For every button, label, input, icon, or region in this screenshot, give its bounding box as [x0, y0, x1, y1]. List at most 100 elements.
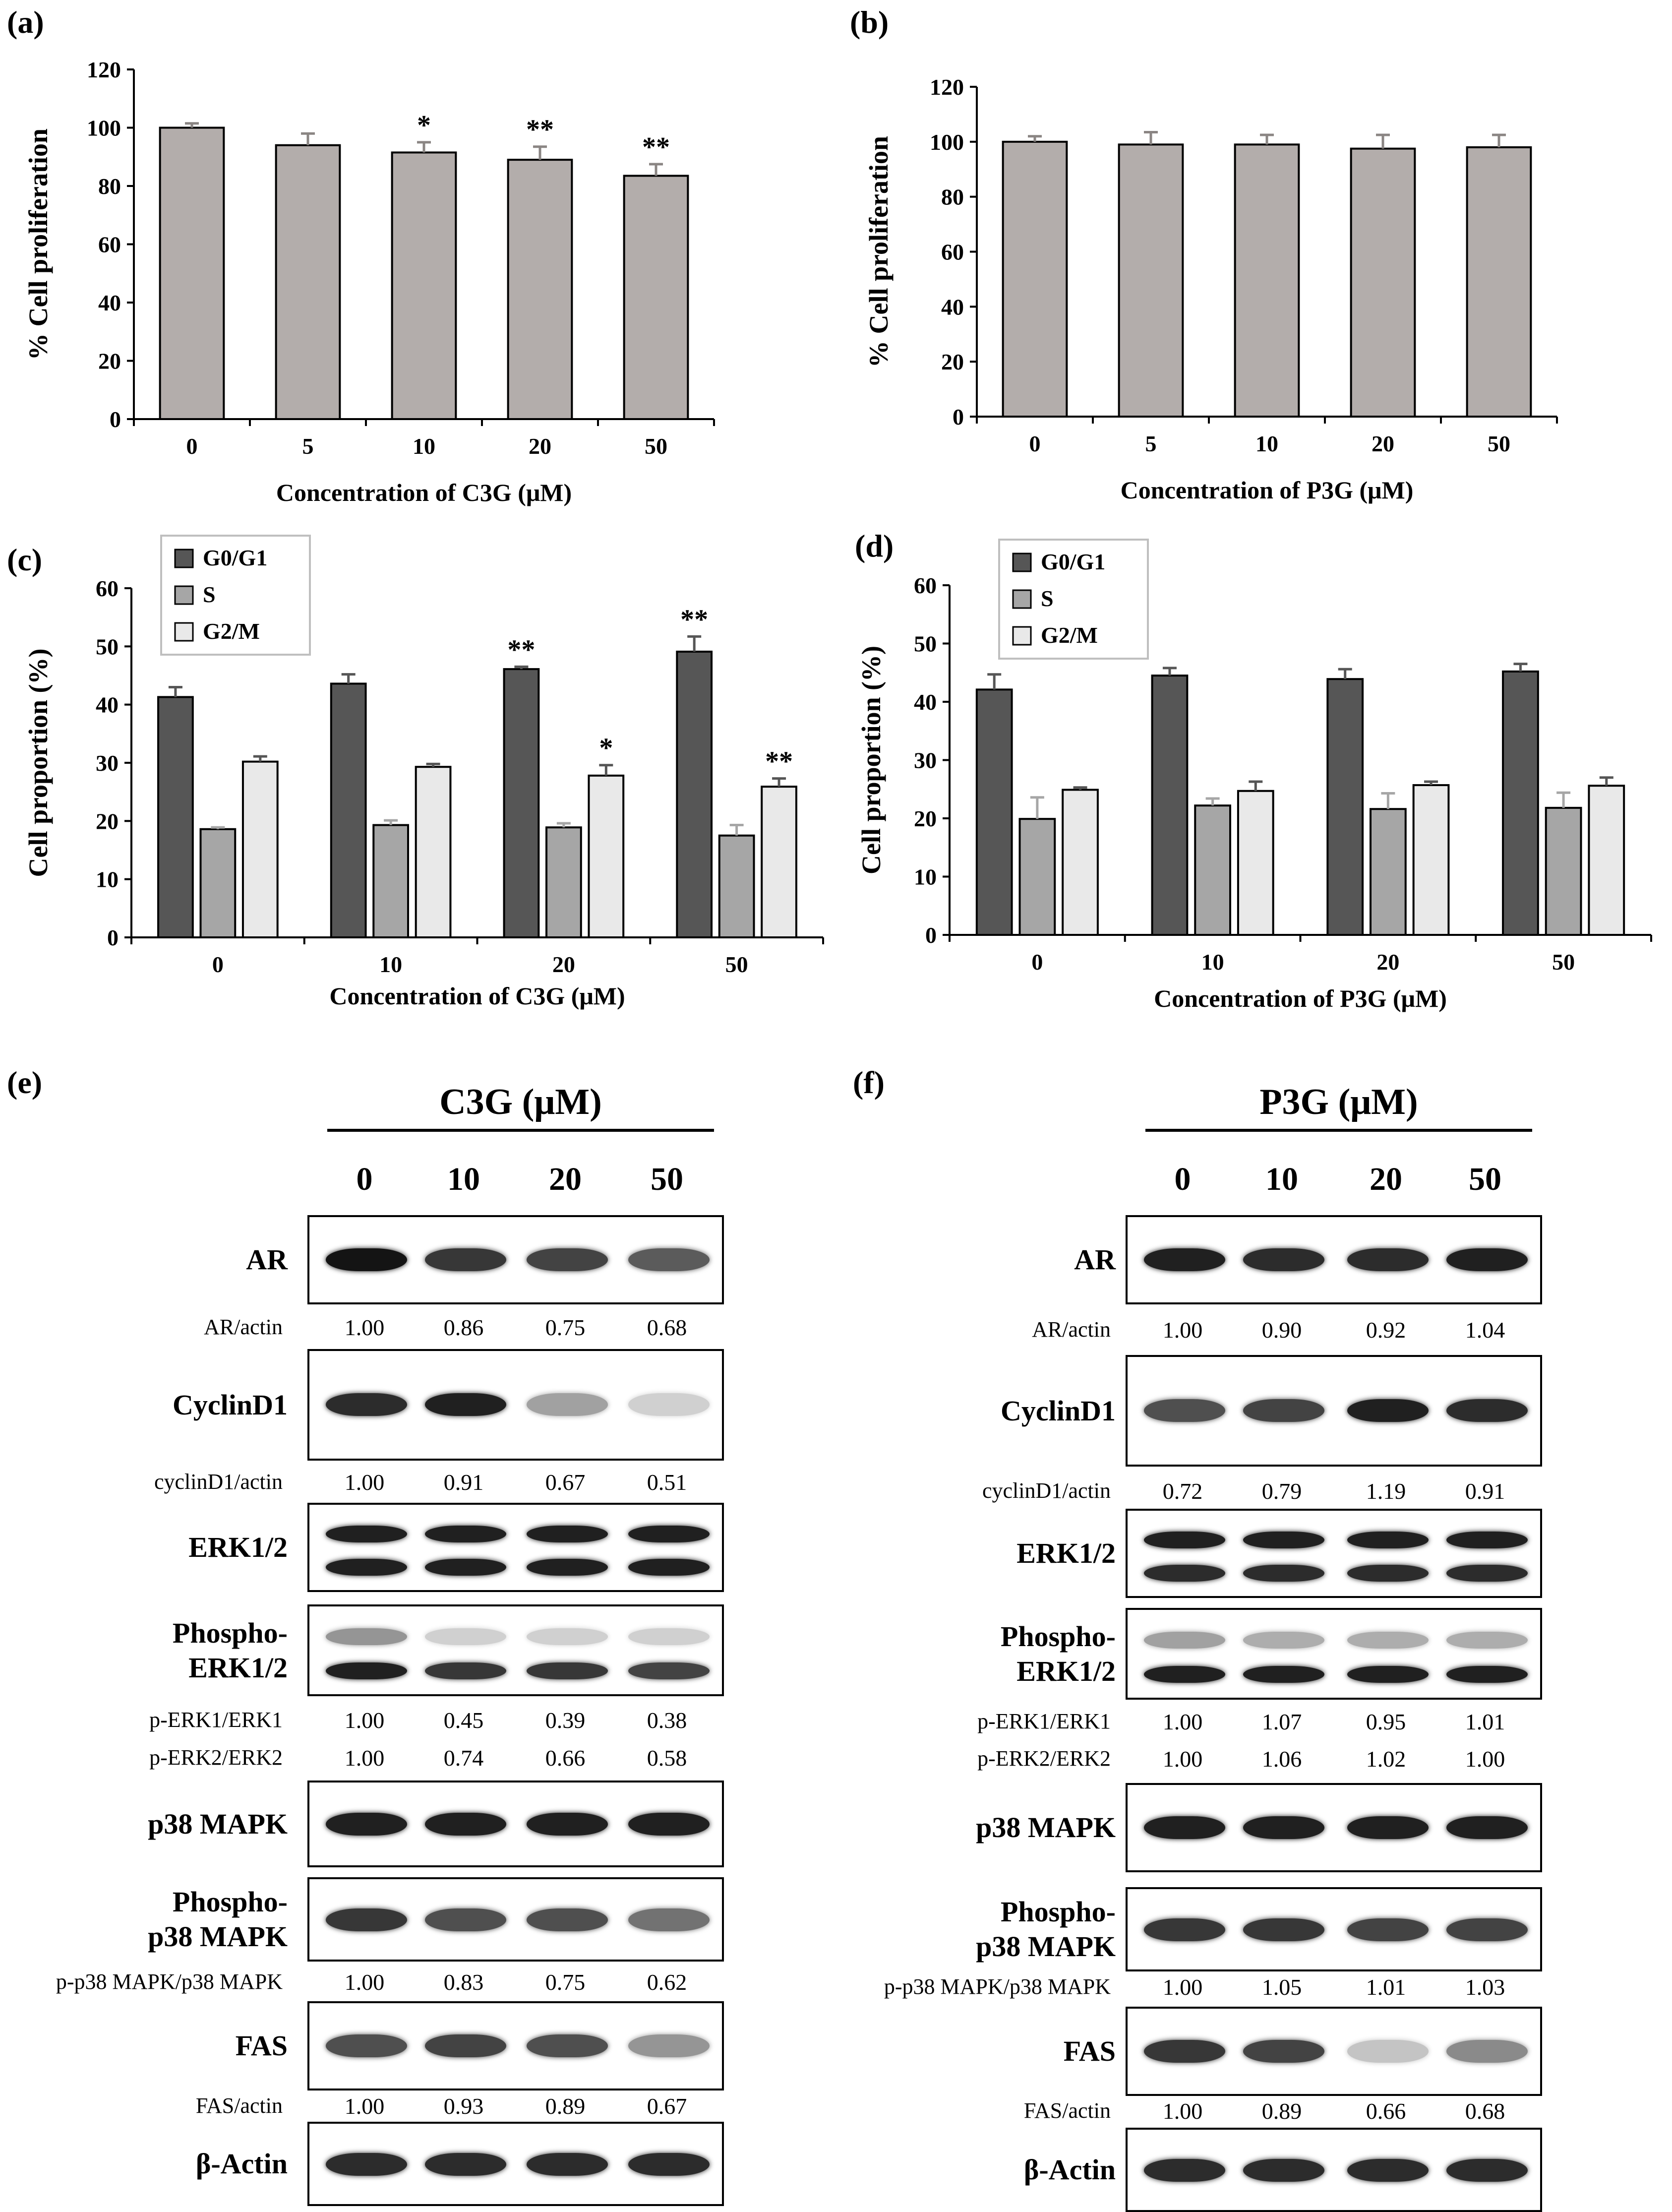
band	[425, 1908, 506, 1931]
band	[1446, 1399, 1528, 1422]
protein-label-ar: AR	[1074, 1243, 1116, 1276]
lane-label: 20	[549, 1161, 582, 1197]
ratio-value: 0.68	[647, 1315, 687, 1340]
band	[1243, 1399, 1324, 1422]
ratio-value: 0.93	[443, 2093, 484, 2119]
y-tick-label: 20	[914, 806, 937, 831]
ratio-value: 1.00	[1465, 1746, 1505, 1772]
ratio-value: 0.38	[647, 1708, 687, 1733]
legend-swatch	[174, 622, 194, 642]
western-blot-f: P3G (μM) 0 10 20 50 AR AR/actin 1.00 0.90 0.92 1.0…	[838, 1081, 1672, 2212]
blot-cyclind1	[1126, 1355, 1542, 1467]
x-tick-label: 50	[725, 952, 748, 977]
ratio-value: 1.00	[1162, 1746, 1203, 1772]
y-tick-label: 0	[925, 922, 937, 948]
ratio-value: 1.04	[1465, 1317, 1505, 1343]
band	[326, 2034, 407, 2058]
legend-label: G0/G1	[203, 545, 267, 570]
ratio-value: 1.02	[1366, 1746, 1406, 1772]
protein-label-perk: Phospho- ERK1/2	[1000, 1620, 1116, 1687]
band	[628, 1908, 710, 1931]
ratio-label-fas: FAS/actin	[195, 2093, 283, 2118]
significance-marker: **	[507, 634, 535, 665]
legend-swatch	[1012, 626, 1032, 646]
band	[1243, 1632, 1324, 1649]
bar	[1237, 790, 1274, 936]
panel-label-e: (e)	[7, 1065, 43, 1100]
bar	[199, 828, 237, 939]
band	[425, 1559, 506, 1576]
ratio-value: 0.89	[1261, 2098, 1302, 2124]
y-axis-label: % Cell proliferation	[23, 128, 53, 360]
bar	[588, 774, 625, 938]
band	[1446, 2158, 1528, 2182]
band	[326, 2152, 407, 2176]
ratio-value: 0.79	[1261, 1478, 1302, 1504]
y-axis-label: Cell proportion (%)	[23, 649, 53, 877]
band	[326, 1662, 407, 1679]
blot-pp38	[307, 1877, 724, 1962]
ratio-value: 0.66	[545, 1745, 586, 1771]
ratio-value: 0.45	[443, 1708, 484, 1733]
y-tick-label: 100	[87, 116, 121, 141]
band	[628, 1662, 710, 1679]
figure: (a) (b) (c) (d) (e) (f) 0 20 40 60 80 100 120%…	[7, 4, 1672, 2212]
x-tick-label: 50	[1488, 431, 1510, 456]
ratio-value: 0.62	[647, 1969, 687, 1995]
band	[1347, 1816, 1429, 1840]
lane-label: 0	[356, 1161, 373, 1197]
ratio-value: 1.00	[344, 1315, 385, 1340]
band	[1243, 1532, 1324, 1549]
band	[1446, 1816, 1528, 1840]
blot-actin	[1126, 2128, 1542, 2212]
protein-label-fas: FAS	[235, 2029, 288, 2062]
ratio-value: 0.95	[1366, 1709, 1406, 1734]
band	[1347, 2040, 1429, 2063]
bar	[676, 650, 713, 939]
band	[1347, 1565, 1429, 1582]
bar	[1118, 143, 1184, 418]
ratio-value: 1.00	[344, 2093, 385, 2119]
blot-header-underline	[327, 1129, 714, 1132]
blot-erk	[1126, 1509, 1542, 1598]
band	[425, 2152, 506, 2176]
ratio-value: 1.00	[1162, 1709, 1203, 1734]
blot-header: P3G (μM)	[1259, 1082, 1418, 1122]
ratio-label-ar: AR/actin	[1032, 1317, 1111, 1342]
protein-label-p38: p38 MAPK	[976, 1811, 1116, 1843]
significance-marker: *	[599, 733, 613, 764]
y-tick-label: 20	[96, 808, 119, 834]
ratio-label-perk1: p-ERK1/ERK1	[977, 1709, 1111, 1733]
band	[1347, 1248, 1429, 1272]
ratio-value: 1.00	[344, 1745, 385, 1771]
band	[1347, 1665, 1429, 1683]
significance-marker: *	[417, 110, 431, 141]
band	[326, 1628, 407, 1646]
bar	[391, 151, 457, 420]
bar	[1002, 140, 1068, 418]
band	[1243, 2040, 1324, 2063]
band	[1446, 1918, 1528, 1941]
bar	[1194, 804, 1231, 936]
band	[1446, 1632, 1528, 1649]
y-axis-label: % Cell proliferation	[864, 136, 894, 368]
band	[1446, 2040, 1528, 2063]
y-tick-label: 40	[96, 692, 119, 718]
band	[628, 1248, 710, 1272]
band	[527, 1813, 608, 1836]
band	[1144, 1816, 1225, 1840]
blot-fas	[1126, 2007, 1542, 2096]
ratio-value: 1.06	[1261, 1746, 1302, 1772]
y-tick-label: 80	[98, 174, 121, 199]
ratio-value: 1.05	[1261, 1974, 1302, 2000]
band	[1243, 1248, 1324, 1272]
band	[1144, 2040, 1225, 2063]
band	[628, 2152, 710, 2176]
bar	[1151, 675, 1189, 936]
y-tick-label: 40	[98, 290, 121, 315]
band	[527, 1248, 608, 1272]
ratio-value: 0.83	[443, 1969, 484, 1995]
y-tick-label: 120	[930, 74, 964, 100]
lane-label: 10	[1265, 1161, 1298, 1197]
y-tick-label: 60	[96, 576, 119, 601]
